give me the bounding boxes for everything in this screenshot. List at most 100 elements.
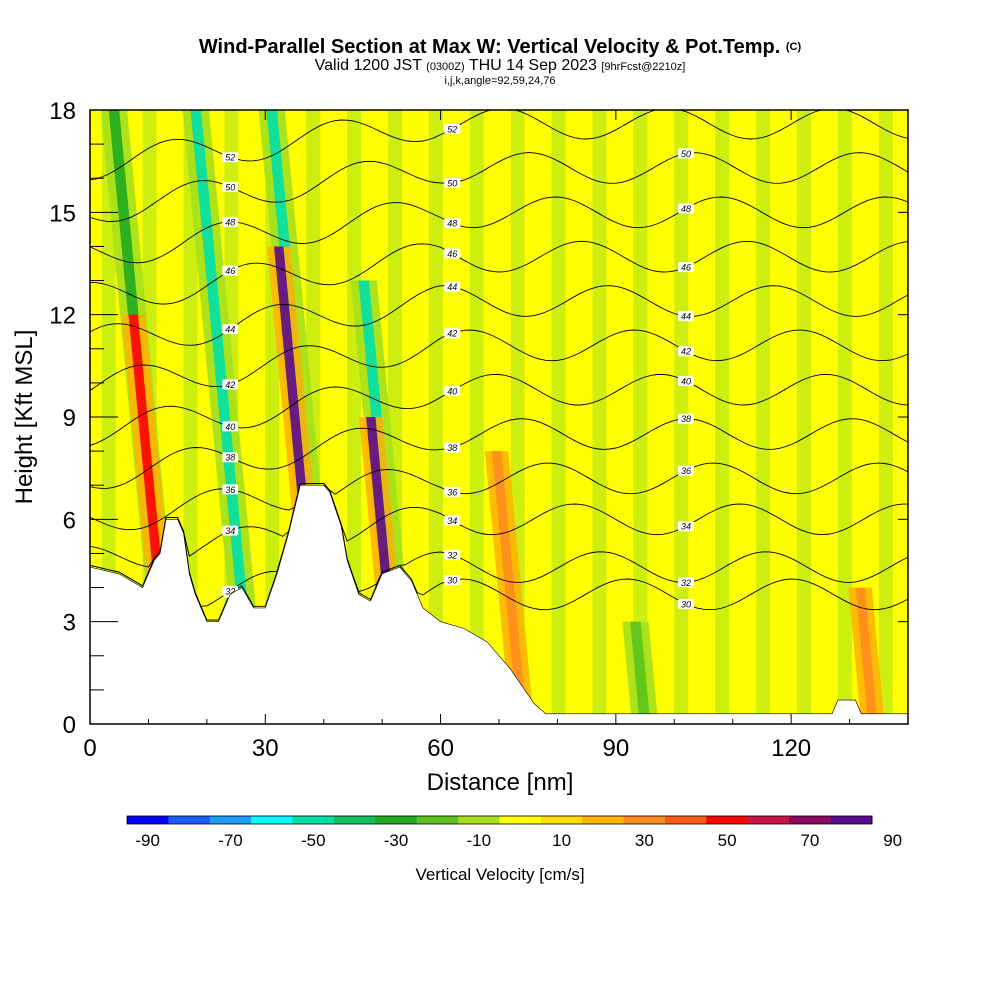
isentrope-label-text: 42 [225,380,235,390]
colorbar-tick-label: 10 [552,831,571,850]
isentrope-label: 36 [444,486,461,497]
isentrope-label-text: 32 [447,550,457,560]
chart-subtitle: Valid 1200 JST (0300Z) THU 14 Sep 2023 [… [0,58,1000,75]
isentrope-label: 42 [222,379,239,390]
x-tick-label: 120 [771,735,811,762]
x-axis-label: Distance [nm] [427,769,574,796]
isentrope-label: 46 [444,248,461,259]
isentrope-label-bg [677,598,694,609]
colorbar-swatch [499,816,542,824]
isentrope-label-text: 50 [225,182,235,192]
isentrope-label-bg [444,549,461,560]
terrain-profile [89,484,909,725]
y-tick-label: 6 [63,507,76,534]
isentrope-label: 38 [677,413,694,424]
isentrope-label-bg [677,521,694,532]
isentrope-label-text: 32 [225,586,235,596]
colorbar-swatch [251,816,294,824]
valid-prefix: Valid 1200 JST [314,57,422,74]
y-tick-label: 9 [63,405,76,432]
isentrope-label-text: 40 [225,422,235,432]
y-tick-label: 3 [63,610,76,637]
isentrope-label-text: 42 [681,347,691,357]
isentrope-label-bg [222,265,239,276]
isentrope-label-bg [677,346,694,357]
isentrope-label-text: 38 [225,453,235,463]
isentrope-label-text: 52 [447,124,457,134]
isentrope-label-text: 46 [225,266,235,276]
isentrope-label: 34 [677,521,694,532]
isentrope-label: 40 [444,385,461,396]
weak-downdraft-strip [837,110,852,724]
isentrope-label-text: 48 [225,217,235,227]
chart-title-suffix: (C) [785,41,802,53]
isentrope-label-text: 40 [447,386,457,396]
isentrope-label-text: 42 [447,329,457,339]
y-tick-label: 18 [49,98,76,125]
weak-downdraft-strip [633,110,648,724]
colorbar-swatch [168,816,211,824]
chart-title-main: Wind-Parallel Section at Max W: Vertical… [198,36,781,58]
isentrope-label-text: 34 [225,526,235,536]
isentrope-label-text: 44 [447,282,457,292]
x-tick-label: 0 [83,735,96,762]
isentrope-label-bg [677,577,694,588]
isentrope-label: 36 [677,465,694,476]
downdraft-band [630,621,651,724]
weak-downdraft-strip [428,110,443,724]
colorbar-tick-label: 70 [800,831,819,850]
isentrope-label-bg [444,442,461,453]
isentrope-label-text: 34 [681,522,691,532]
isentrope-label-bg [444,515,461,526]
y-tick-label: 0 [63,712,76,739]
isentrope-label: 50 [444,177,461,188]
colorbar-swatch [333,816,376,824]
colorbar-label: Vertical Velocity [cm/s] [415,865,584,884]
isentrope-label-bg [222,379,239,390]
isentrope-label-bg [677,311,694,322]
isentrope-label-text: 48 [681,204,691,214]
isentrope-label: 48 [444,218,461,229]
isentrope-label-bg [677,148,694,159]
isentrope-label-bg [222,216,239,227]
isentrope-label: 32 [677,577,694,588]
isentrope-label: 48 [677,203,694,214]
isentrope-label-bg [444,281,461,292]
valid-utc: (0300Z) [426,61,465,73]
section-params: i,j,k,angle=92,59,24,76 [444,75,556,87]
weak-downdraft-strip [796,110,812,724]
isentrope-label-text: 38 [447,443,457,453]
x-tick-label: 30 [252,735,279,762]
weak-downdraft-strip [878,110,893,724]
colorbar-swatch [375,816,418,824]
colorbar-tick-label: -50 [301,831,326,850]
colorbar-tick-label: 50 [718,831,737,850]
isentrope-label: 38 [222,452,239,463]
colorbar-tick-label: -10 [467,831,492,850]
isentrope-label: 46 [222,265,239,276]
colorbar-tick-label: 30 [635,831,654,850]
colorbar-swatch [540,816,583,824]
isentrope-label-text: 46 [447,249,457,259]
isentrope-label-bg [222,152,239,163]
isentrope-label: 52 [444,123,461,134]
isentrope-label-bg [222,525,239,536]
isentrope-label-text: 36 [447,487,457,497]
isentrope-label-bg [222,324,239,335]
y-tick-label: 15 [49,200,76,227]
valid-date: THU 14 Sep 2023 [468,57,597,74]
colorbar-swatch [458,816,500,824]
isentrope-label-bg [444,385,461,396]
updraft-band [855,587,878,724]
colorbar-swatch [665,816,707,824]
colorbar-swatch [582,816,625,824]
isentrope-label-bg [222,484,239,495]
colorbar-swatch [127,816,169,824]
isentrope-label-text: 52 [225,153,235,163]
isentrope-label-bg [222,452,239,463]
x-tick-label: 60 [427,735,454,762]
isentrope-label-text: 36 [225,485,235,495]
isentrope-label: 50 [677,148,694,159]
